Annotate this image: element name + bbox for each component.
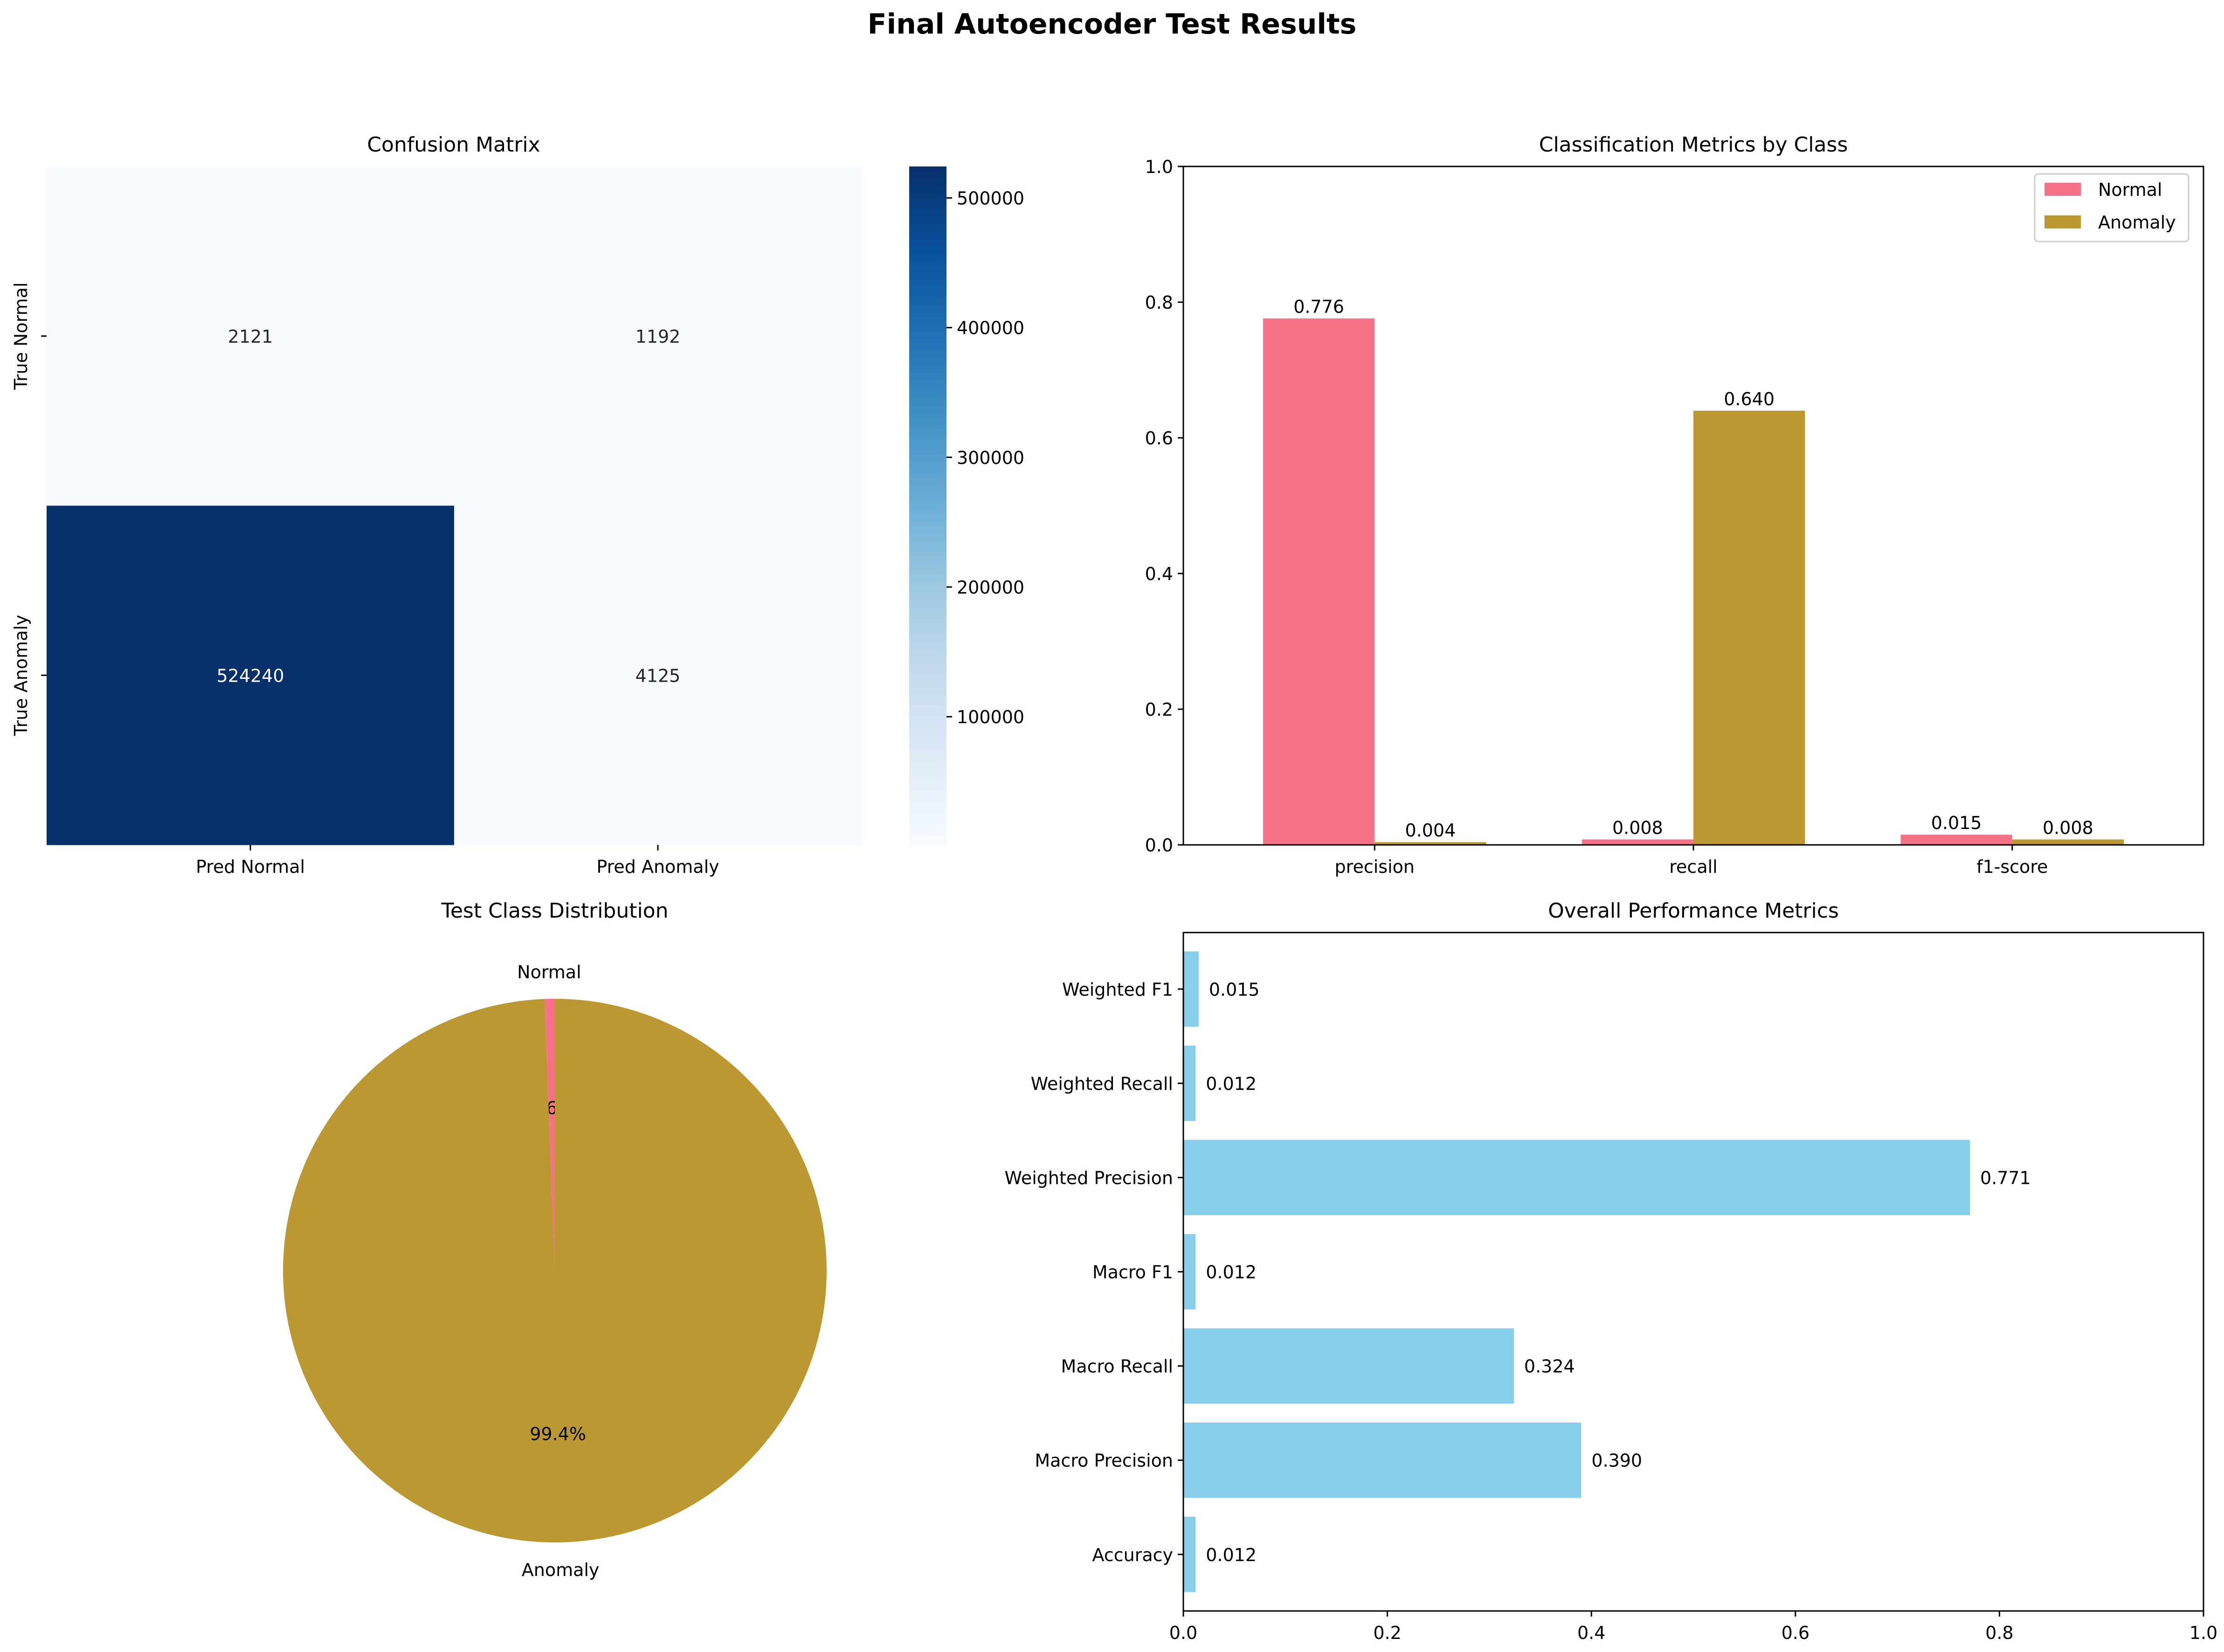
- metric-bar-value: 0.012: [1206, 1545, 1257, 1565]
- heatmap-cell-value: 1192: [635, 326, 681, 347]
- metric-category-label: Macro F1: [1092, 1262, 1173, 1283]
- class-distribution-panel: Test Class Distribution Normal0.6%Anomal…: [283, 899, 827, 1580]
- legend-label-anomaly: Anomaly: [2098, 212, 2176, 233]
- y-tick-label: 1.0: [1145, 157, 1173, 177]
- metric-bar: [1183, 1045, 1196, 1121]
- metric-bar: [1183, 1422, 1582, 1498]
- bar-normal: [1263, 318, 1375, 845]
- heatmap-row-label: True Anomaly: [11, 615, 31, 736]
- metric-bar: [1183, 1140, 1970, 1216]
- x-tick-label: recall: [1669, 857, 1717, 877]
- bar-value-label: 0.008: [2043, 817, 2093, 838]
- metric-bar: [1183, 1234, 1196, 1310]
- x-tick-label: f1-score: [1976, 857, 2048, 877]
- colorbar-tick-label: 100000: [957, 707, 1024, 727]
- overall-metrics-panel: Overall Performance Metrics 0.012 Accurac…: [1004, 899, 2217, 1643]
- colorbar-tick-label: 200000: [957, 577, 1024, 598]
- heatmap-cell: [47, 505, 455, 845]
- bar-normal: [1582, 839, 1693, 845]
- y-tick-label: 0.2: [1145, 699, 1173, 720]
- heatmap-axis-labels: True Normal True Anomaly Pred Normal Pred A…: [11, 283, 719, 877]
- bar-anomaly: [2012, 839, 2124, 845]
- metric-bar: [1183, 1328, 1514, 1404]
- overall-metrics-title: Overall Performance Metrics: [1548, 899, 1839, 923]
- heatmap-cell: [454, 505, 862, 845]
- x-tick-label: 0.4: [1577, 1623, 1605, 1643]
- confusion-matrix-panel: Confusion Matrix 2121 1192 524240 4125 True…: [11, 133, 1024, 877]
- metric-category-label: Weighted Recall: [1031, 1073, 1173, 1094]
- class-metrics-legend: Normal Anomaly: [2034, 173, 2189, 242]
- bar-value-label: 0.640: [1724, 389, 1775, 409]
- heatmap-row-label: True Normal: [11, 283, 31, 390]
- class-metrics-plot: 0.776 0.004 precision 0.008 0.640 recall 0.015…: [1145, 157, 2204, 877]
- y-tick-label: 0.8: [1145, 292, 1173, 313]
- bar-anomaly: [1693, 410, 1805, 845]
- class-metrics-title: Classification Metrics by Class: [1539, 133, 1848, 157]
- heatmap-col-label: Pred Anomaly: [596, 857, 719, 877]
- colorbar-tick-label: 500000: [957, 188, 1024, 208]
- colorbar-gradient: [909, 166, 946, 845]
- x-tick-label: precision: [1335, 857, 1415, 877]
- legend-swatch-normal: [2044, 183, 2081, 196]
- x-tick-label: 0.0: [1169, 1623, 1197, 1643]
- bar-value-label: 0.008: [1612, 817, 1663, 838]
- legend-label-normal: Normal: [2098, 180, 2162, 200]
- heatmap-cell-value: 524240: [216, 665, 284, 686]
- metric-bar: [1183, 1516, 1196, 1592]
- heatmap-cells: 2121 1192 524240 4125: [47, 166, 862, 845]
- y-tick-label: 0.6: [1145, 428, 1173, 449]
- plot-frame: [1182, 166, 2204, 846]
- plot-frame: [1182, 932, 2204, 1612]
- x-tick-label: 0.6: [1782, 1623, 1810, 1643]
- confusion-matrix-title: Confusion Matrix: [367, 133, 540, 157]
- bar-value-label: 0.015: [1931, 813, 1982, 833]
- metric-bar-value: 0.771: [1980, 1168, 2031, 1188]
- metric-category-label: Accuracy: [1092, 1545, 1174, 1565]
- metric-category-label: Macro Recall: [1061, 1356, 1173, 1377]
- pie-slice-percent: 99.4%: [530, 1424, 586, 1445]
- metric-bar-value: 0.390: [1591, 1451, 1642, 1471]
- metric-category-label: Weighted F1: [1062, 979, 1173, 1000]
- colorbar-tick-label: 400000: [957, 318, 1024, 339]
- heatmap-col-label: Pred Normal: [196, 857, 305, 877]
- metric-bar-value: 0.324: [1524, 1356, 1575, 1377]
- heatmap-cell-value: 2121: [228, 326, 273, 347]
- metric-category-label: Macro Precision: [1035, 1451, 1173, 1471]
- heatmap-cell: [47, 166, 455, 506]
- x-tick-label: 0.8: [1985, 1623, 2013, 1643]
- bar-anomaly: [1374, 842, 1486, 845]
- metric-bar-value: 0.015: [1209, 979, 1260, 1000]
- metric-bar-value: 0.012: [1206, 1073, 1257, 1094]
- legend-swatch-anomaly: [2044, 215, 2081, 228]
- metric-category-label: Weighted Precision: [1004, 1168, 1173, 1188]
- bar-value-label: 0.004: [1405, 820, 1456, 841]
- figure-title: Final Autoencoder Test Results: [868, 8, 1357, 41]
- colorbar: 100000 200000 300000 400000 500000: [909, 166, 1024, 845]
- x-tick-label: 0.2: [1373, 1623, 1401, 1643]
- metric-bar-value: 0.012: [1206, 1262, 1257, 1283]
- pie-slice-anomaly: [283, 999, 827, 1542]
- y-tick-label: 0.0: [1145, 835, 1173, 856]
- pie-slice-label: Normal: [517, 962, 581, 982]
- overall-metrics-plot: 0.012 Accuracy 0.390 Macro Precision 0.324 Ma…: [1004, 932, 2217, 1643]
- y-tick-label: 0.4: [1145, 564, 1173, 584]
- colorbar-tick-label: 300000: [957, 448, 1024, 468]
- class-distribution-title: Test Class Distribution: [441, 899, 668, 923]
- pie-slice-normal: [545, 999, 555, 1271]
- class-metrics-panel: Classification Metrics by Class 0.776 0.0…: [1145, 133, 2204, 877]
- bar-value-label: 0.776: [1293, 297, 1344, 317]
- x-tick-label: 1.0: [2189, 1623, 2217, 1643]
- heatmap-cell: [454, 166, 862, 506]
- heatmap-cell-value: 4125: [635, 665, 681, 686]
- bar-normal: [1900, 835, 2012, 845]
- pie-slice-label: Anomaly: [522, 1560, 600, 1580]
- metric-bar: [1183, 951, 1199, 1027]
